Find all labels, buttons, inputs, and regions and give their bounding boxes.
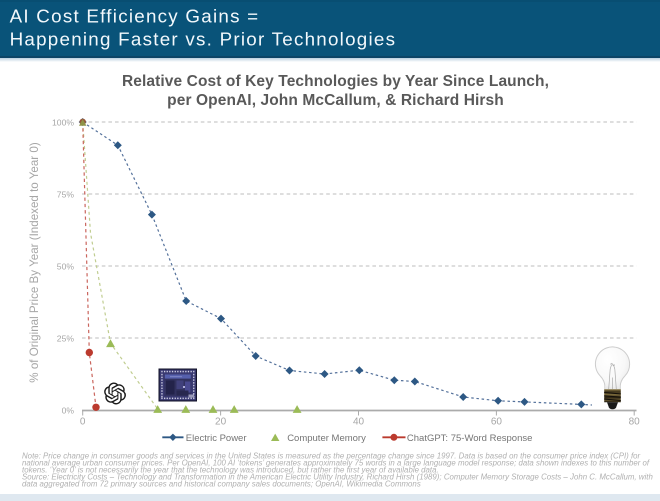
svg-text:0%: 0% bbox=[62, 406, 75, 416]
svg-text:Source: Electricity Costs – Te: Source: Electricity Costs – Technology a… bbox=[22, 473, 653, 482]
svg-text:Note: Price change in consumer: Note: Price change in consumer goods and… bbox=[22, 452, 641, 461]
svg-text:20: 20 bbox=[215, 417, 227, 428]
svg-text:Happening Faster vs. Prior Tec: Happening Faster vs. Prior Technologies bbox=[10, 29, 397, 50]
svg-text:60: 60 bbox=[491, 417, 503, 428]
svg-text:Relative Cost of Key Technolog: Relative Cost of Key Technologies by Yea… bbox=[122, 73, 549, 90]
svg-text:AI Cost Efficiency Gains =: AI Cost Efficiency Gains = bbox=[10, 6, 260, 27]
svg-text:tokens. ‘Year 0’ is not necess: tokens. ‘Year 0’ is not necessarily the … bbox=[22, 466, 439, 475]
svg-text:national average urban consume: national average urban consumer prices. … bbox=[22, 459, 650, 468]
svg-text:75%: 75% bbox=[57, 190, 75, 200]
svg-text:80: 80 bbox=[629, 417, 641, 428]
svg-text:0: 0 bbox=[80, 417, 86, 428]
svg-text:ChatGPT: 75-Word Response: ChatGPT: 75-Word Response bbox=[407, 433, 533, 444]
svg-text:per OpenAI, John McCallum, & R: per OpenAI, John McCallum, & Richard Hir… bbox=[167, 92, 504, 109]
svg-text:40: 40 bbox=[353, 417, 365, 428]
svg-text:% of Original Price By Year (I: % of Original Price By Year (Indexed to … bbox=[28, 142, 41, 383]
svg-text:25%: 25% bbox=[57, 334, 75, 344]
svg-text:Electric Power: Electric Power bbox=[186, 433, 247, 444]
svg-text:100%: 100% bbox=[52, 118, 74, 128]
svg-text:50%: 50% bbox=[57, 262, 75, 272]
svg-text:data aggregated from 72 primar: data aggregated from 72 primary sources … bbox=[22, 480, 421, 489]
svg-text:Computer Memory: Computer Memory bbox=[287, 433, 366, 444]
